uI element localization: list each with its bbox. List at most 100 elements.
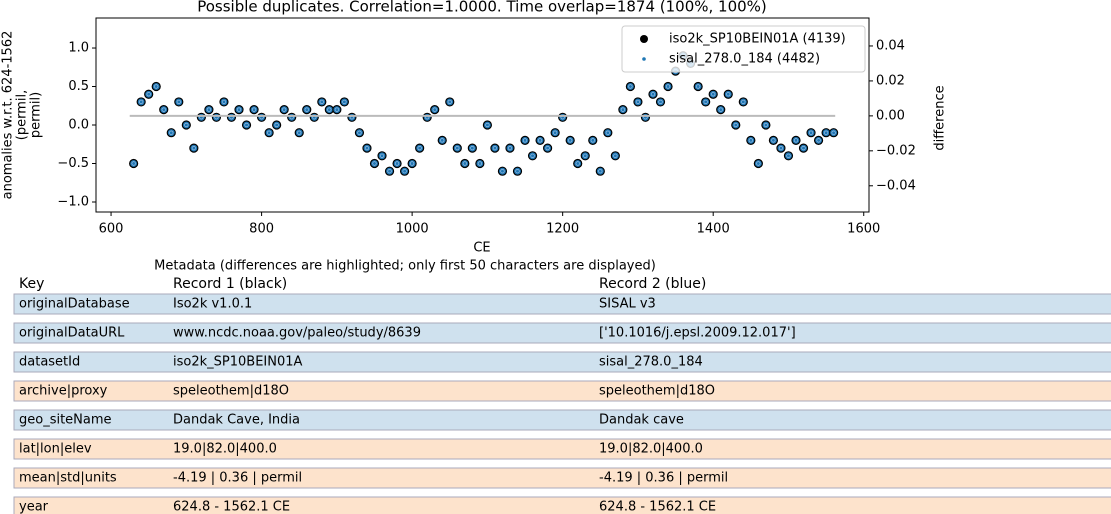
small-point — [771, 138, 776, 143]
table-cell: www.ncdc.noaa.gov/paleo/study/8639 — [173, 326, 421, 341]
small-point — [169, 130, 174, 135]
table-row — [13, 438, 1111, 460]
small-point — [703, 99, 708, 105]
small-point — [583, 153, 588, 158]
small-point — [282, 107, 287, 112]
small-point — [342, 99, 347, 105]
small-point — [605, 130, 610, 135]
small-point — [455, 146, 460, 151]
small-point — [831, 130, 836, 135]
y2-tick-label: 0.04 — [876, 38, 905, 53]
plot-frame — [95, 17, 870, 213]
small-point — [146, 92, 151, 97]
small-point — [297, 130, 302, 135]
table-row — [13, 467, 1111, 489]
small-point — [139, 99, 144, 105]
small-point — [733, 122, 738, 128]
table-cell: speleothem|d18O — [173, 384, 289, 399]
small-point — [387, 169, 392, 174]
small-point — [741, 99, 746, 105]
small-point — [507, 146, 513, 151]
x-tick-label: 800 — [249, 222, 274, 237]
table-cell: speleothem|d18O — [599, 384, 715, 399]
small-point — [598, 169, 603, 174]
small-point — [327, 107, 332, 112]
table-row — [13, 496, 1111, 514]
small-point — [635, 99, 641, 105]
legend-marker — [640, 35, 648, 43]
small-point — [658, 99, 663, 105]
table-cell: archive|proxy — [19, 384, 108, 399]
chart-title: Possible duplicates. Correlation=1.0000.… — [197, 0, 767, 16]
small-point — [801, 146, 806, 151]
table-cell: sisal_278.0_184 — [599, 355, 703, 370]
small-point — [319, 99, 324, 105]
x-tick-label: 600 — [99, 222, 124, 237]
table-cell: 19.0|82.0|400.0 — [173, 442, 277, 457]
table-cell: 624.8 - 1562.1 CE — [599, 500, 716, 514]
table-row — [13, 351, 1111, 373]
small-point — [402, 169, 407, 174]
small-point — [206, 107, 212, 112]
small-point — [575, 161, 580, 166]
table-header: Record 1 (black) — [173, 276, 287, 292]
y2-tick-label: 0.00 — [876, 108, 905, 123]
small-point — [515, 169, 520, 174]
small-point — [500, 169, 505, 174]
y2-axis-label: difference — [933, 85, 948, 150]
table-cell: ['10.1016/j.epsl.2009.12.017'] — [599, 326, 796, 341]
legend-label: iso2k_SP10BEIN01A (4139) — [669, 32, 846, 47]
small-point — [545, 146, 550, 151]
table-title: Metadata (differences are highlighted; o… — [154, 259, 656, 274]
small-point — [221, 99, 227, 105]
small-point — [410, 161, 415, 166]
y-axis-label: anomalies w.r.t. 624-1562 — [1, 31, 16, 200]
table-cell: year — [19, 500, 49, 514]
small-point — [274, 122, 279, 128]
small-point — [131, 161, 136, 166]
y-axis-label: permil) — [29, 92, 44, 138]
y-tick-label: −0.5 — [57, 156, 89, 171]
table-cell: 19.0|82.0|400.0 — [599, 442, 703, 457]
small-point — [590, 138, 595, 143]
table-row — [13, 322, 1111, 344]
small-point — [432, 107, 437, 112]
small-point — [650, 92, 656, 97]
table-row — [13, 293, 1111, 315]
small-point — [628, 84, 633, 89]
x-tick-label: 1400 — [697, 222, 730, 237]
small-point — [447, 99, 452, 105]
table-cell: -4.19 | 0.36 | permil — [599, 471, 728, 486]
small-point — [364, 146, 370, 151]
small-point — [748, 138, 753, 143]
small-point — [492, 146, 498, 151]
y2-tick-label: −0.02 — [876, 143, 916, 158]
small-point — [665, 84, 671, 89]
small-point — [816, 138, 821, 143]
y-tick-label: 0.0 — [68, 118, 89, 133]
x-tick-label: 1200 — [546, 222, 579, 237]
small-point — [711, 92, 716, 97]
small-point — [372, 161, 377, 166]
table-cell: SISAL v3 — [599, 297, 656, 312]
small-point — [808, 130, 814, 135]
table-row — [13, 380, 1111, 402]
y-tick-label: −1.0 — [57, 194, 89, 209]
small-point — [161, 107, 166, 112]
small-point — [244, 122, 249, 128]
small-point — [485, 122, 490, 128]
small-point — [184, 122, 189, 128]
small-point — [537, 138, 543, 143]
y-tick-label: 1.0 — [68, 41, 89, 56]
y-tick-label: 0.5 — [68, 79, 89, 94]
small-point — [718, 107, 723, 112]
small-point — [778, 146, 784, 151]
table-cell: Dandak Cave, India — [173, 413, 300, 428]
small-point — [696, 84, 701, 89]
small-point — [756, 161, 761, 166]
table-cell: originalDatabase — [19, 297, 130, 312]
table-cell: geo_siteName — [19, 413, 112, 428]
small-point — [334, 107, 339, 112]
legend-box — [621, 25, 866, 73]
